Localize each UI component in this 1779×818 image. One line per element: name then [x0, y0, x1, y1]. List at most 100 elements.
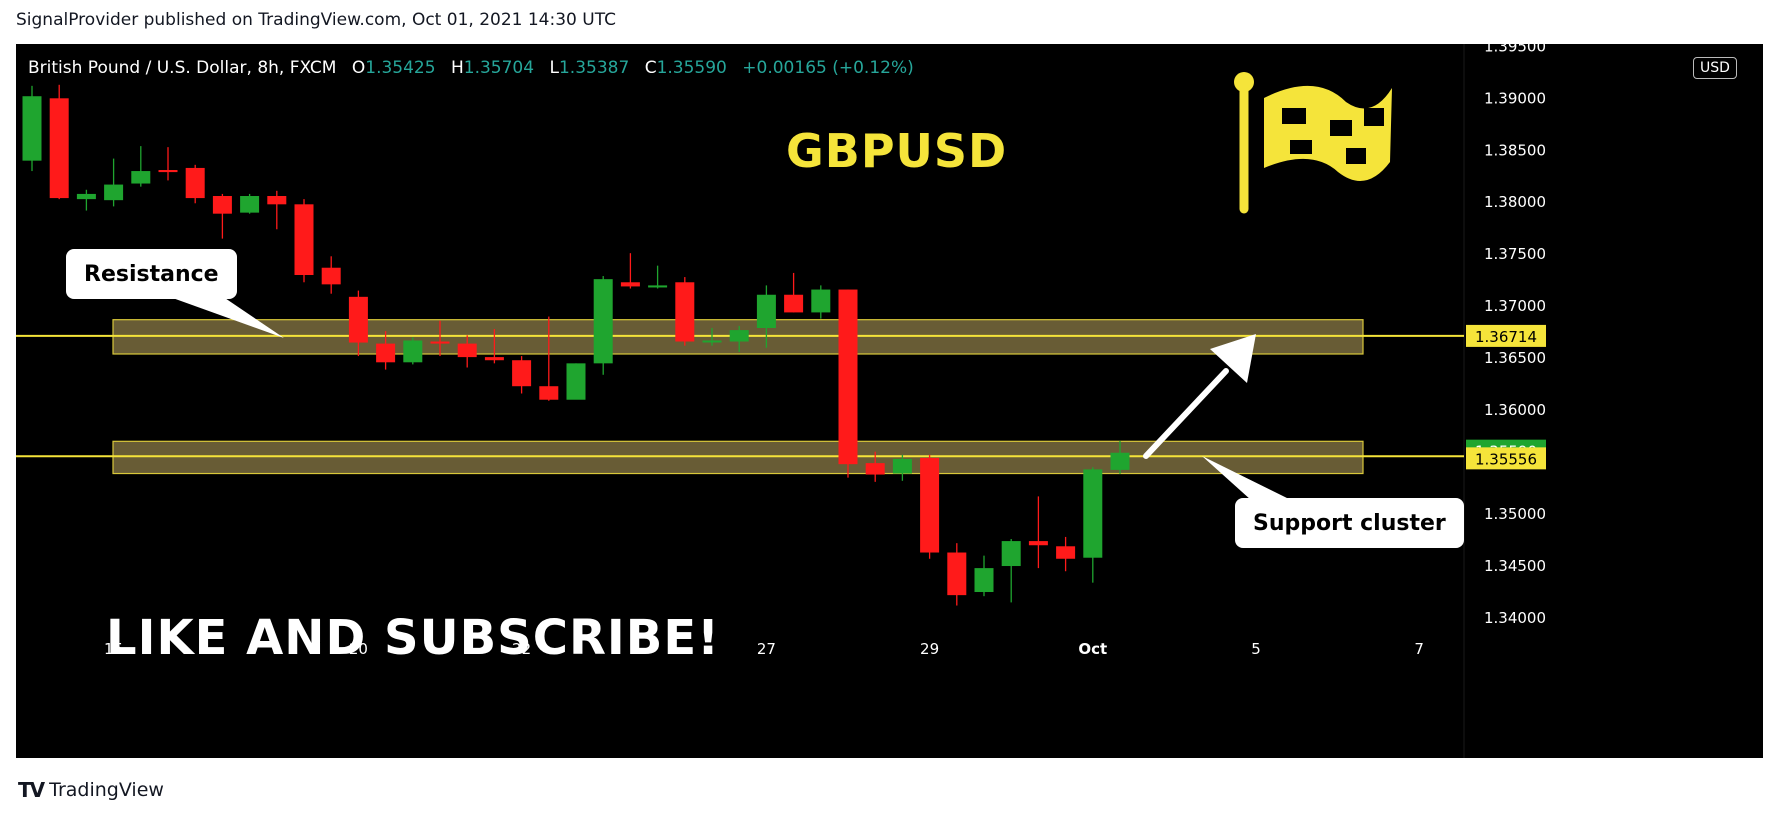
flag-check-square	[1282, 108, 1306, 124]
candle-up	[974, 568, 994, 593]
support-callout-text: Support cluster	[1253, 510, 1446, 536]
candle-up	[1110, 452, 1130, 470]
candle-down	[539, 386, 559, 400]
y-tick-label: 1.37000	[1484, 297, 1546, 315]
candle-down	[784, 294, 804, 313]
support-level-tag-bg	[1466, 447, 1546, 470]
y-tick-label: 1.35000	[1484, 505, 1546, 523]
open-value: 1.35425	[365, 58, 436, 78]
x-tick-label: Oct	[1078, 640, 1107, 658]
brand-name: TradingView	[49, 779, 164, 801]
candle-down	[158, 170, 178, 173]
candle-up	[131, 171, 151, 184]
candle-up	[566, 363, 586, 400]
x-tick-label: 29	[920, 640, 939, 658]
candle-down	[430, 341, 450, 344]
high-label: H	[450, 58, 464, 78]
x-tick-label: 22	[512, 640, 531, 658]
resistance-callout: Resistance	[66, 249, 237, 299]
resistance-level-tag: 1.36714	[1475, 328, 1537, 346]
flag-check-square	[1364, 108, 1384, 126]
y-tick-label: 1.37500	[1484, 245, 1546, 263]
low-label: L	[549, 58, 559, 78]
checkered-flag-icon	[1264, 85, 1392, 181]
candle-down	[457, 343, 477, 358]
open-label: O	[351, 58, 366, 78]
change-value: +0.00165 (+0.12%)	[742, 58, 914, 78]
footer-brand[interactable]: TV TradingView	[18, 778, 164, 802]
candle-up	[729, 330, 749, 342]
flag-check-square	[1330, 120, 1352, 136]
y-tick-label: 1.34000	[1484, 609, 1546, 627]
candle-up	[76, 193, 96, 200]
tradingview-logo-icon: TV	[18, 778, 45, 802]
resistance-level-tag-bg	[1466, 324, 1546, 347]
candle-down	[484, 357, 504, 361]
candle-down	[920, 457, 940, 553]
x-tick-label: 7	[1414, 640, 1424, 658]
x-tick-label: 20	[349, 640, 368, 658]
candle-up	[403, 340, 423, 363]
y-tick-label: 1.36000	[1484, 401, 1546, 419]
support-level-tag: 1.35556	[1475, 450, 1537, 468]
high-value: 1.35704	[463, 58, 535, 78]
close-value: 1.35590	[656, 58, 727, 78]
candle-up	[22, 96, 42, 161]
close-label: C	[644, 58, 657, 78]
candle-down	[212, 196, 232, 214]
candle-up	[593, 279, 613, 364]
candle-down	[838, 289, 858, 465]
projection-arrow-head	[1210, 334, 1256, 383]
ohlc-legend: British Pound / U.S. Dollar, 8h, FXCM O1…	[28, 58, 914, 78]
x-tick-label: 27	[757, 640, 776, 658]
flag-pole-top-icon	[1234, 72, 1254, 92]
published-by-header: SignalProvider published on TradingView.…	[16, 10, 616, 30]
flag-check-square	[1346, 148, 1366, 164]
chart-frame[interactable]: 1.340001.345001.350001.355001.360001.365…	[16, 44, 1763, 758]
y-tick-label: 1.38500	[1484, 141, 1546, 159]
candle-down	[185, 167, 205, 199]
currency-badge[interactable]: USD	[1693, 57, 1737, 79]
candle-down	[512, 360, 532, 387]
candle-down	[1028, 541, 1048, 546]
zone-support-cluster	[112, 440, 1364, 475]
candle-down	[376, 343, 396, 363]
x-tick-label: 15	[104, 640, 123, 658]
candle-down	[49, 98, 69, 199]
like-subscribe-text: LIKE AND SUBSCRIBE!	[106, 610, 721, 666]
candle-up	[702, 340, 722, 343]
x-tick-label: 5	[1251, 640, 1261, 658]
y-tick-label: 1.38000	[1484, 193, 1546, 211]
candle-down	[620, 282, 640, 287]
instrument-label: British Pound / U.S. Dollar, 8h, FXCM	[28, 58, 337, 78]
resistance-callout-text: Resistance	[84, 261, 219, 287]
y-tick-label: 1.36500	[1484, 349, 1546, 367]
resistance-callout-pointer	[156, 292, 284, 338]
candle-down	[348, 296, 368, 343]
price-chart[interactable]: 1.340001.345001.350001.355001.360001.365…	[16, 44, 1763, 758]
candle-down	[294, 204, 314, 275]
candle-up	[1083, 469, 1103, 558]
candle-down	[947, 552, 967, 596]
low-value: 1.35387	[558, 58, 630, 78]
symbol-title: GBPUSD	[786, 124, 1008, 178]
projection-arrow-shaft	[1143, 368, 1229, 459]
candle-down	[675, 282, 695, 342]
candle-up	[240, 196, 260, 213]
y-tick-label: 1.34500	[1484, 557, 1546, 575]
candle-down	[865, 463, 885, 475]
candle-up	[892, 458, 912, 474]
candle-down	[1056, 546, 1076, 559]
candle-up	[756, 294, 776, 329]
candle-up	[811, 289, 831, 313]
support-callout: Support cluster	[1235, 498, 1464, 548]
flag-check-square	[1290, 140, 1312, 154]
y-tick-label: 1.39000	[1484, 89, 1546, 107]
candle-down	[321, 267, 341, 285]
candle-up	[1001, 541, 1021, 567]
candle-down	[267, 196, 287, 205]
y-tick-label: 1.39500	[1484, 44, 1546, 55]
candle-up	[104, 184, 124, 201]
support-callout-pointer	[1202, 456, 1291, 500]
candle-up	[648, 285, 668, 288]
